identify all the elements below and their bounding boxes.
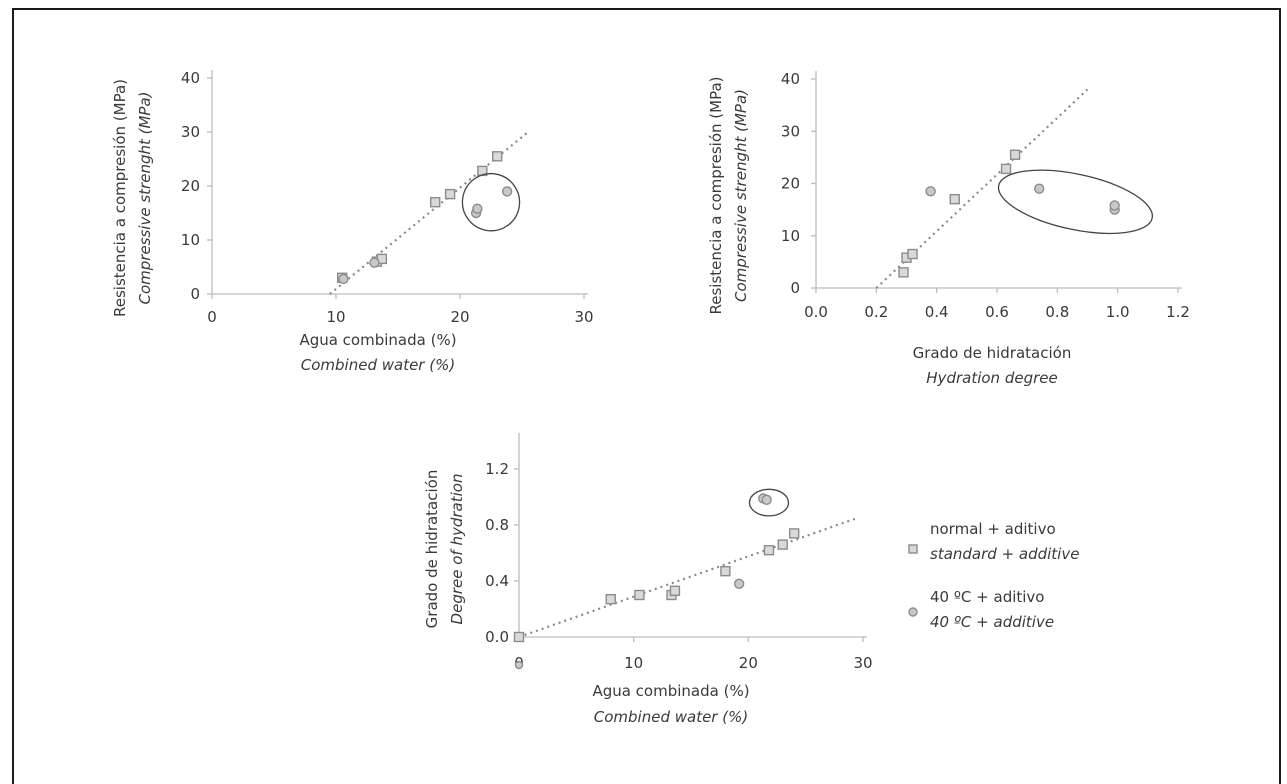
x-axis-title: Grado de hidratación [913,344,1072,362]
x-tick-label: 30 [574,308,593,326]
data-point-40c [338,273,349,285]
data-point-40c [1034,183,1045,194]
data-point-standard [605,594,616,605]
x-tick-label: 30 [853,654,872,672]
x-axis-title: Agua combinada (%) [299,331,456,349]
chart-strength-vs-water: 0 10 20 30 0 10 20 30 40 Agua combinada (%) Combin… [111,69,594,374]
y-axis-title-en: Compressive strenght (MPa) [732,89,750,302]
legend-label-normal: normal + aditivo [930,520,1056,538]
data-point-standard [720,566,731,577]
y-axis-title: Grado de hidratación [423,470,441,629]
data-point-40c-offscale [514,660,524,670]
y-tick-label: 20 [181,177,200,195]
y-tick-label: 10 [781,227,800,245]
x-tick-label: 0 [207,308,217,326]
x-tick-label: 10 [326,308,345,326]
data-point-standard [1009,149,1021,160]
data-point-standard [763,545,775,556]
legend-circle-marker [908,607,918,617]
x-tick-label: 0.2 [864,303,888,321]
y-tick-label: 40 [781,70,800,88]
highlight-ellipse [748,488,790,517]
legend-label-40c-en: 40 ºC + additive [930,613,1054,631]
y-tick-label: 30 [781,122,800,140]
data-point-standard [1000,163,1012,175]
data-point-standard [789,528,800,539]
x-tick-label: 20 [739,654,758,672]
y-tick-label: 0.4 [485,572,509,590]
y-tick-label: 0.8 [485,516,509,534]
highlight-ellipse [461,172,521,232]
x-tick-label: 0.6 [985,303,1009,321]
y-tick-label: 0 [190,285,200,303]
legend-label-standard: standard + additive [930,545,1079,563]
data-point-standard [444,188,456,200]
legend-square-marker [908,544,918,554]
highlight-ellipse [997,169,1154,235]
data-point-standard [492,151,503,162]
y-axis-title-en: Compressive strenght (MPa) [136,91,154,304]
legend: normal + aditivo standard + additive 40 … [908,520,1079,631]
x-tick-label: 1.2 [1166,303,1190,321]
y-tick-label: 40 [181,69,200,87]
data-point-40c [472,203,483,214]
y-axis-title-en: Degree of hydration [448,474,466,625]
y-tick-label: 20 [781,175,800,193]
x-tick-label: 0.0 [804,303,828,321]
data-point-standard [907,248,918,260]
y-tick-label: 0 [790,279,800,297]
x-tick-label: 10 [624,654,643,672]
x-axis-title-en: Combined water (%) [594,708,748,726]
data-point-40c [925,186,936,197]
x-tick-label: 20 [450,308,469,326]
data-point-standard [634,589,645,601]
chart-strength-vs-hydration: 0.0 0.2 0.4 0.6 0.8 1.0 1.2 0 10 20 30 40 Grado de h… [707,70,1190,387]
data-point-standard [898,267,909,278]
y-axis-title: Resistencia a compresión (MPa) [707,77,725,315]
x-axis-title-en: Combined water (%) [301,356,455,374]
figure-frame [12,8,1281,784]
y-tick-label: 30 [181,123,200,141]
data-point-standard [430,196,441,208]
y-tick-label: 0.0 [485,628,509,646]
data-point-standard [669,585,681,596]
y-axis-title: Resistencia a compresión (MPa) [111,79,129,317]
x-axis-title: Agua combinada (%) [592,682,749,700]
x-tick-label: 0.8 [1045,303,1069,321]
data-point-40c [501,186,513,197]
x-tick-label: 1.0 [1106,303,1130,321]
data-point-40c [369,257,380,268]
data-point-standard [949,193,960,205]
x-axis-title-en: Hydration degree [926,369,1057,387]
data-point-40c [1109,200,1120,211]
trendline [518,516,858,639]
data-point-standard [513,631,525,643]
legend-label-40c: 40 ºC + aditivo [930,588,1045,606]
x-tick-label: 0.4 [925,303,949,321]
data-point-standard [777,539,788,550]
data-point-40c [733,578,745,589]
trendline [329,131,529,295]
y-tick-label: 10 [181,231,200,249]
y-tick-label: 1.2 [485,460,509,478]
data-point-40c [761,494,772,505]
